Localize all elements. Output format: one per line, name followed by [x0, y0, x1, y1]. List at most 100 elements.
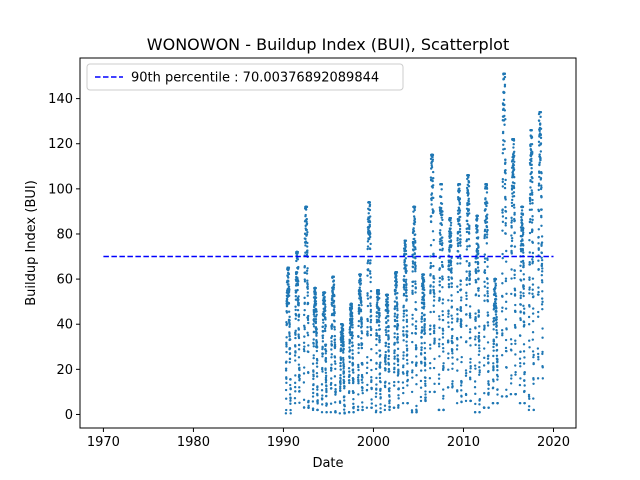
data-point — [397, 380, 400, 384]
data-point — [423, 325, 426, 329]
data-point — [368, 223, 371, 227]
data-point — [413, 205, 417, 209]
data-point — [333, 338, 337, 341]
data-point — [366, 269, 370, 272]
data-point — [512, 146, 515, 149]
data-point — [359, 273, 362, 276]
data-point — [502, 77, 506, 81]
data-point — [296, 283, 300, 286]
data-point — [465, 276, 469, 280]
data-point — [378, 340, 381, 344]
data-point — [500, 354, 504, 357]
data-point — [531, 307, 535, 310]
data-point — [468, 202, 471, 206]
data-point — [536, 352, 540, 356]
data-point — [449, 260, 453, 263]
data-point — [441, 241, 444, 245]
data-point — [294, 329, 297, 333]
data-point — [492, 380, 495, 383]
data-point — [501, 229, 504, 232]
data-point — [306, 287, 309, 290]
data-point — [375, 318, 379, 322]
data-point — [528, 220, 532, 223]
data-point — [486, 292, 489, 295]
data-point — [531, 283, 535, 286]
data-point — [465, 313, 468, 316]
data-point — [386, 300, 389, 304]
data-point — [366, 240, 370, 243]
data-point — [360, 303, 363, 307]
data-point — [531, 331, 535, 334]
data-point — [296, 308, 300, 312]
data-point — [432, 196, 435, 200]
data-point — [323, 327, 327, 330]
data-point — [487, 380, 490, 383]
data-point — [428, 361, 432, 365]
data-point — [486, 314, 490, 317]
data-point — [401, 401, 405, 405]
data-point — [451, 341, 454, 344]
data-point — [369, 276, 372, 279]
data-point — [484, 198, 487, 201]
data-point — [338, 412, 342, 415]
data-point — [442, 350, 445, 353]
data-point — [369, 304, 372, 307]
data-point — [537, 290, 540, 294]
data-point — [510, 236, 514, 240]
data-point — [303, 349, 306, 353]
data-point — [449, 239, 453, 242]
data-point — [392, 371, 396, 374]
data-point — [537, 293, 540, 296]
data-point — [474, 335, 477, 338]
data-point — [519, 334, 522, 337]
data-point — [431, 153, 434, 157]
data-point — [405, 347, 409, 350]
data-point — [378, 365, 382, 369]
data-point — [348, 348, 352, 352]
data-point — [307, 344, 310, 347]
data-point — [366, 330, 369, 333]
data-point — [357, 324, 360, 328]
data-point — [414, 266, 417, 270]
data-point — [413, 261, 417, 264]
data-point — [467, 197, 471, 200]
data-point — [385, 321, 388, 325]
data-point — [512, 184, 515, 188]
season-points-1999 — [365, 201, 373, 409]
data-point — [458, 211, 461, 214]
data-point — [495, 307, 498, 310]
data-point — [447, 275, 450, 279]
data-point — [494, 302, 498, 305]
data-point — [456, 239, 459, 242]
data-point — [339, 381, 342, 385]
data-point — [370, 398, 373, 401]
data-point — [351, 344, 355, 347]
data-point — [540, 215, 543, 219]
data-point — [293, 381, 297, 385]
data-point — [432, 299, 436, 302]
data-point — [458, 189, 461, 193]
data-point — [422, 301, 426, 305]
data-point — [449, 232, 453, 235]
data-point — [366, 294, 369, 297]
data-point — [351, 341, 354, 344]
data-point — [366, 245, 370, 248]
data-point — [323, 291, 327, 294]
data-point — [329, 369, 333, 372]
data-point — [528, 238, 531, 242]
data-point — [527, 395, 531, 398]
data-point — [528, 339, 531, 342]
data-point — [424, 363, 427, 366]
data-point — [438, 248, 442, 251]
data-point — [420, 330, 424, 333]
data-point — [370, 348, 373, 351]
data-point — [494, 292, 497, 295]
data-point — [512, 166, 515, 169]
data-point — [437, 315, 441, 318]
data-point — [522, 294, 525, 298]
data-point — [476, 236, 480, 239]
data-point — [369, 289, 373, 293]
data-point — [510, 292, 513, 296]
data-point — [487, 406, 490, 409]
data-point — [321, 366, 324, 370]
